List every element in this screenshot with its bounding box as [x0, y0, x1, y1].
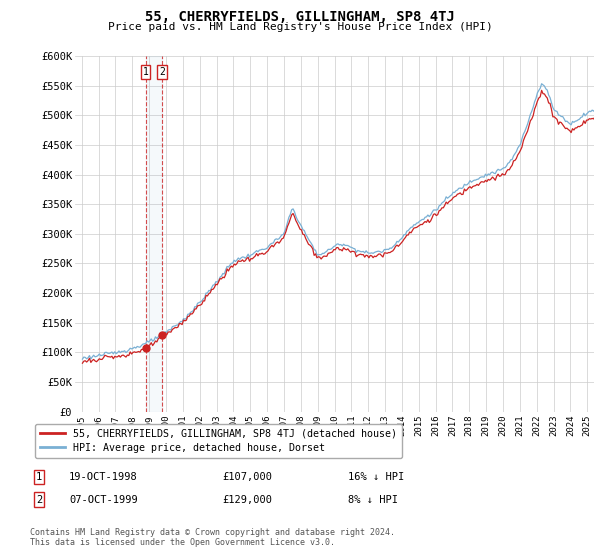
Text: 8% ↓ HPI: 8% ↓ HPI — [348, 494, 398, 505]
Text: 55, CHERRYFIELDS, GILLINGHAM, SP8 4TJ: 55, CHERRYFIELDS, GILLINGHAM, SP8 4TJ — [145, 10, 455, 24]
Text: Price paid vs. HM Land Registry's House Price Index (HPI): Price paid vs. HM Land Registry's House … — [107, 22, 493, 32]
Text: 19-OCT-1998: 19-OCT-1998 — [69, 472, 138, 482]
Legend: 55, CHERRYFIELDS, GILLINGHAM, SP8 4TJ (detached house), HPI: Average price, deta: 55, CHERRYFIELDS, GILLINGHAM, SP8 4TJ (d… — [35, 424, 402, 458]
Text: 2: 2 — [36, 494, 42, 505]
Text: Contains HM Land Registry data © Crown copyright and database right 2024.
This d: Contains HM Land Registry data © Crown c… — [30, 528, 395, 547]
Text: £107,000: £107,000 — [222, 472, 272, 482]
Text: 2: 2 — [159, 67, 165, 77]
Text: 07-OCT-1999: 07-OCT-1999 — [69, 494, 138, 505]
Text: £129,000: £129,000 — [222, 494, 272, 505]
Text: 16% ↓ HPI: 16% ↓ HPI — [348, 472, 404, 482]
Text: 1: 1 — [143, 67, 149, 77]
Bar — [146, 56, 162, 412]
Text: 1: 1 — [36, 472, 42, 482]
